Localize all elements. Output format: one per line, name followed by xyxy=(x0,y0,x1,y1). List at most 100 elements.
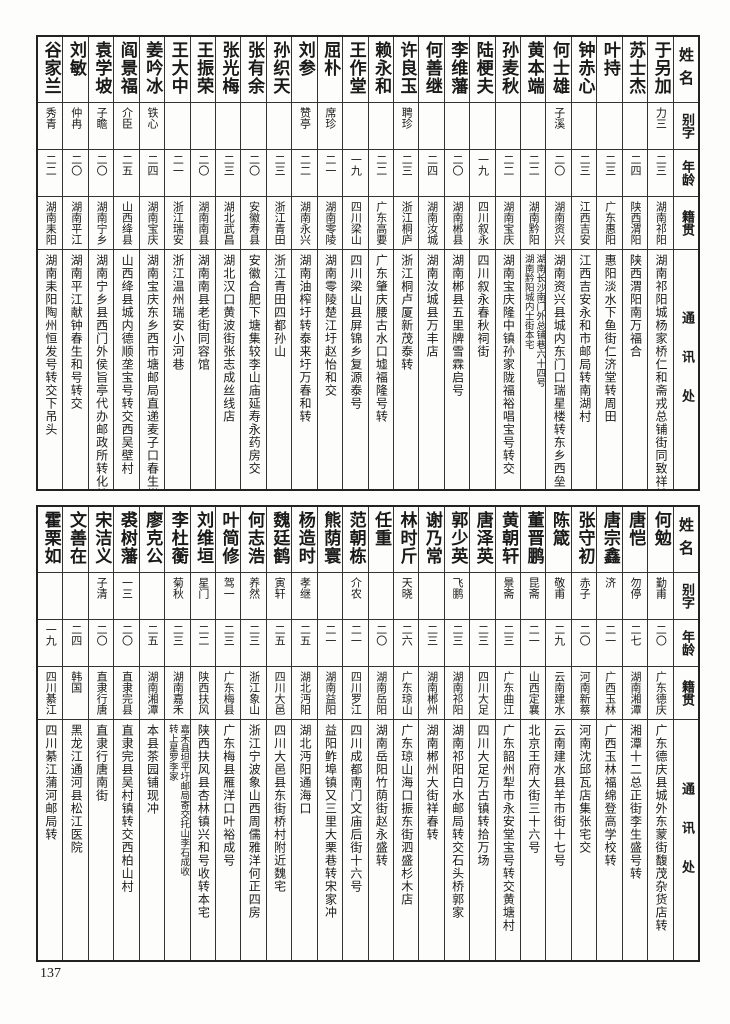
address-cell: 本县茶园铺现冲 xyxy=(140,720,164,960)
address-cell: 益阳鲊埠镇又三里大栗巷转宋家冲 xyxy=(318,720,342,960)
person-address: 湘潭十二总正街李生盛号转 xyxy=(628,724,643,880)
address-lines: 湖南汝城县万丰店 xyxy=(425,254,439,362)
person-address: 河南沈邱瓦店集张宅交 xyxy=(577,724,592,854)
age-cell: 二〇 xyxy=(648,620,673,667)
person-column: 郭少英 飞鹏 二三 湖南祁阳 湖南祁阳白水邮局转交石头桥郭家 xyxy=(443,507,470,960)
person-name: 董晋鹏 xyxy=(523,511,544,565)
address-cell: 浙江青田四都孙山 xyxy=(267,250,291,489)
person-age: 二三 xyxy=(603,154,617,176)
person-native: 湖南嘉禾 xyxy=(171,671,185,715)
person-name: 郭少英 xyxy=(447,511,468,565)
person-alias: 子瞻 xyxy=(95,107,109,129)
person-native: 四川綦江 xyxy=(44,671,58,715)
address-lines: 广东梅县雁洋口叶裕成号 xyxy=(222,724,236,871)
person-age: 二五 xyxy=(298,624,312,646)
person-column: 文善在 二四 韩国 黑龙江通河县松江医院 xyxy=(62,507,88,960)
native-cell: 四川綦江 xyxy=(38,667,63,720)
person-alias: 敬甫 xyxy=(552,577,566,599)
person-address: 黑龙江通河县松江医院 xyxy=(69,724,84,854)
address-cell: 四川梁山县屏锦乡复源泰号 xyxy=(343,250,367,489)
person-alias: 赞亭 xyxy=(298,107,312,129)
address-cell: 广东肇庆腰古水口墟福隆号转 xyxy=(369,250,393,489)
age-cell: 二三 xyxy=(241,620,266,667)
person-native: 湖南耒阳 xyxy=(44,201,58,245)
person-name: 何善继 xyxy=(421,41,442,95)
header-label-native: 籍贯 xyxy=(678,680,694,706)
person-name: 许良玉 xyxy=(396,41,417,95)
person-address: 直隶行唐南街 xyxy=(94,724,109,802)
address-lines: 山西绛县城内德顺垄宝号转交西吴壁村 xyxy=(120,254,134,479)
person-name: 钟赤心 xyxy=(574,41,595,95)
address-cell: 安徽合肥下塘集较李山庙延寿永药房交 xyxy=(241,250,265,489)
address-lines: 广东德庆县城外东蒙街馥茂杂货店转 xyxy=(654,724,668,936)
address-cell: 四川大邑县东街桥村附近魏宅 xyxy=(267,720,291,960)
person-age: 二〇 xyxy=(196,154,210,176)
address-lines: 益阳鲊埠镇又三里大栗巷转宋家冲 xyxy=(323,724,337,923)
person-age: 二三 xyxy=(425,624,439,646)
person-name: 陆梗夫 xyxy=(472,41,493,95)
person-address: 四川梁山县屏锦乡复源泰号 xyxy=(348,254,363,410)
name-cell: 刘参 xyxy=(292,37,317,103)
address-cell: 四川綦江蒲河邮局转 xyxy=(38,720,62,960)
address-cell: 湖南长沙南门外总铺巷六十四号 湖南黔阳城内士街本宅 xyxy=(521,250,545,489)
native-cell: 湖南资兴 xyxy=(546,197,571,250)
person-native: 安徽寿县 xyxy=(247,201,261,245)
person-column: 宋洁义 子清 二〇 直隶行唐 直隶行唐南街 xyxy=(87,507,114,960)
person-native: 湖北武昌 xyxy=(222,201,236,245)
person-column: 林时斤 天晓 二六 广东琼山 广东琼山海口振东街泗盛杉木店 xyxy=(392,507,419,960)
person-age: 二〇 xyxy=(95,154,109,176)
person-column: 谢乃常 二三 湖南郴州 湖南郴州大街祥春转 xyxy=(418,507,444,960)
age-cell: 二一 xyxy=(317,620,343,667)
person-alias: 聘珍 xyxy=(400,107,414,129)
person-address: 江西吉安永和市邮局转南湖村 xyxy=(577,254,592,423)
person-name: 张有余 xyxy=(243,41,264,95)
name-cell: 姜吟冰 xyxy=(139,37,165,103)
person-address: 本县茶园铺现冲 xyxy=(145,724,160,815)
person-alias: 秀青 xyxy=(44,107,58,129)
person-address: 湖南郴州大街祥春转 xyxy=(425,724,440,841)
person-name: 霍栗如 xyxy=(40,511,61,565)
native-cell: 湖北沔阳 xyxy=(292,667,317,720)
address-lines: 湖南郴州大街祥春转 xyxy=(425,724,440,845)
native-cell: 陕西渭阳 xyxy=(622,197,648,250)
person-address: 四川大邑县东街桥村附近魏宅 xyxy=(272,724,287,893)
person-column: 刘参 赞亭 二二 湖南永兴 湖南油榨圩转泰来圩万春和转 xyxy=(291,37,317,489)
person-name: 文善在 xyxy=(66,511,86,565)
person-native: 浙江瑞安 xyxy=(171,201,185,245)
age-cell: 二三 xyxy=(470,620,495,667)
person-column: 许良玉 聘珍 二三 浙江桐庐 浙江桐卢厦新茂泰转 xyxy=(392,37,419,489)
native-cell: 浙江青田 xyxy=(266,197,292,250)
age-cell: 二四 xyxy=(63,620,88,667)
name-cell: 唐泽英 xyxy=(470,507,495,573)
address-lines: 湖南资兴县城内东门口瑞星楼转东乡西垒 xyxy=(552,254,566,489)
person-address: 广东琼山海口振东街泗盛杉木店 xyxy=(399,724,414,906)
alias-cell: 勤甫 xyxy=(648,573,673,620)
alias-cell: 驾一 xyxy=(215,573,241,620)
person-name: 黄本端 xyxy=(523,41,544,95)
address-cell: 惠阳淡水下鱼街仁济堂转周田 xyxy=(597,250,621,489)
native-cell: 湖南宁乡 xyxy=(88,197,114,250)
age-cell: 二〇 xyxy=(571,620,597,667)
address-lines: 浙江青田四都孙山 xyxy=(272,254,287,362)
person-native: 湖南永兴 xyxy=(298,201,312,245)
person-age: 二〇 xyxy=(654,624,668,646)
age-cell: 二三 xyxy=(393,150,419,197)
age-cell: 二九 xyxy=(546,620,571,667)
person-native: 湖南祁阳 xyxy=(654,201,668,245)
address-lines: 湖南耒阳陶州恒发号转交下吊头 xyxy=(44,254,58,440)
alias-cell: 赞亭 xyxy=(292,103,317,150)
address-cell: 湖南郴州大街祥春转 xyxy=(419,720,443,960)
alias-cell: 昆斋 xyxy=(521,573,546,620)
header-label-alias: 别字 xyxy=(678,113,694,139)
person-alias: 铁心 xyxy=(145,107,159,129)
person-native: 湖南零陵 xyxy=(323,201,337,245)
person-native: 广东曲江 xyxy=(501,671,515,715)
person-native: 湖北沔阳 xyxy=(298,671,312,715)
address-lines: 惠阳淡水下鱼街仁济堂转周田 xyxy=(603,254,617,427)
address-cell: 黑龙江通河县松江医院 xyxy=(63,720,87,960)
person-address: 四川叙永春秋祠街 xyxy=(476,254,490,358)
address-cell: 直隶完县吴村镇转交西柏山村 xyxy=(114,720,138,960)
alias-cell: 寅轩 xyxy=(266,573,292,620)
native-cell: 河南新蔡 xyxy=(571,667,597,720)
age-cell: 一九 xyxy=(343,150,368,197)
